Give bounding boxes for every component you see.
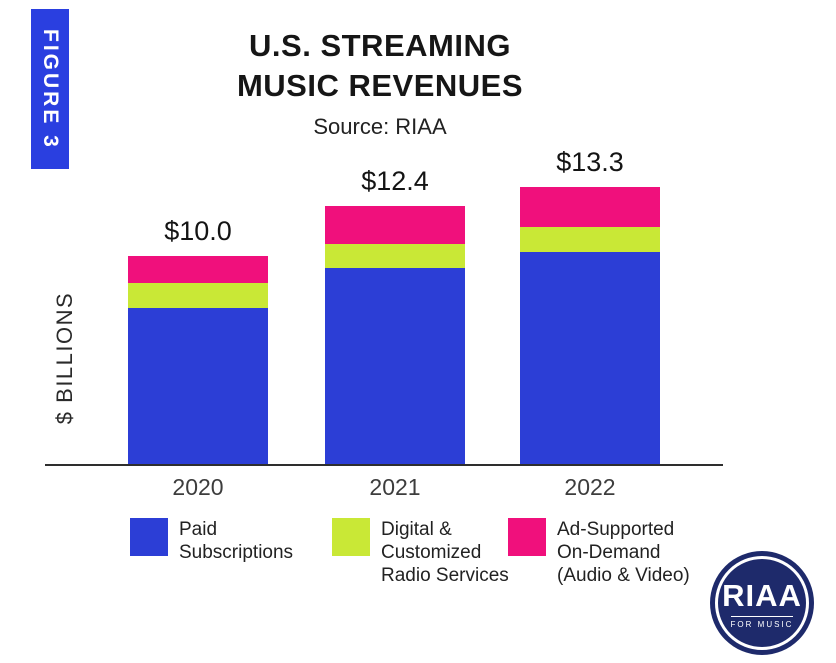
x-label-2022: 2022 bbox=[564, 474, 616, 500]
bar-2022: $13.3 bbox=[520, 147, 660, 464]
legend-swatch-ad-supported bbox=[508, 518, 546, 556]
legend-swatch-paid-subscriptions bbox=[130, 518, 168, 556]
legend-label-line: Radio Services bbox=[381, 564, 509, 586]
legend-label-line: On-Demand bbox=[557, 541, 661, 563]
bar-segment-pink-2022 bbox=[520, 187, 660, 227]
x-label-2021: 2021 bbox=[369, 474, 421, 500]
legend-item-paid-subscriptions: Paid Subscriptions bbox=[130, 518, 293, 565]
x-label-2020: 2020 bbox=[172, 474, 224, 500]
legend-item-ad-supported: Ad-Supported On-Demand (Audio & Video) bbox=[508, 518, 690, 587]
legend-label-line: Subscriptions bbox=[179, 541, 294, 563]
bar-segment-pink-2020 bbox=[128, 256, 268, 284]
bar-total-label-2022: $13.3 bbox=[556, 147, 624, 178]
plot-area: $10.0 $12.4 $13.3 bbox=[45, 147, 723, 466]
bar-segment-green-2020 bbox=[128, 283, 268, 308]
riaa-logo: RIAA FOR MUSIC bbox=[710, 551, 814, 655]
bar-total-label-2021: $12.4 bbox=[361, 166, 429, 197]
chart-title-line-2: MUSIC REVENUES bbox=[236, 67, 524, 103]
legend-label-line: (Audio & Video) bbox=[557, 564, 690, 586]
chart-title-block: U.S. STREAMING MUSIC REVENUES Source: RI… bbox=[110, 26, 650, 140]
legend-label-line: Paid bbox=[179, 519, 218, 540]
bar-segment-green-2021 bbox=[325, 243, 465, 269]
legend-label-line: Customized bbox=[381, 541, 482, 563]
bar-segment-green-2022 bbox=[520, 226, 660, 252]
figure-number-label: FIGURE 3 bbox=[39, 28, 62, 150]
bar-total-label-2020: $10.0 bbox=[164, 216, 232, 247]
bar-segment-blue-2021 bbox=[325, 268, 465, 464]
bar-segment-blue-2022 bbox=[520, 251, 660, 464]
riaa-logo-ring: RIAA FOR MUSIC bbox=[715, 556, 809, 650]
chart-title-line-1: U.S. STREAMING bbox=[249, 28, 511, 63]
figure-number-badge: FIGURE 3 bbox=[31, 9, 69, 169]
bar-2021: $12.4 bbox=[325, 166, 465, 464]
bar-2020: $10.0 bbox=[128, 216, 268, 464]
legend-label-line: Digital & bbox=[381, 519, 452, 540]
chart-source: Source: RIAA bbox=[313, 114, 447, 140]
riaa-logo-subtext: FOR MUSIC bbox=[730, 615, 794, 629]
legend-label-digital-radio: Digital & Customized Radio Services bbox=[381, 518, 509, 587]
legend-label-line: Ad-Supported bbox=[557, 519, 675, 540]
legend-label-paid-subscriptions: Paid Subscriptions bbox=[179, 518, 293, 565]
bar-segment-pink-2021 bbox=[325, 206, 465, 244]
riaa-logo-text: RIAA bbox=[722, 577, 802, 613]
legend-label-ad-supported: Ad-Supported On-Demand (Audio & Video) bbox=[557, 518, 690, 587]
legend-item-digital-radio: Digital & Customized Radio Services bbox=[332, 518, 509, 587]
legend-swatch-digital-radio bbox=[332, 518, 370, 556]
bar-segment-blue-2020 bbox=[128, 308, 268, 464]
